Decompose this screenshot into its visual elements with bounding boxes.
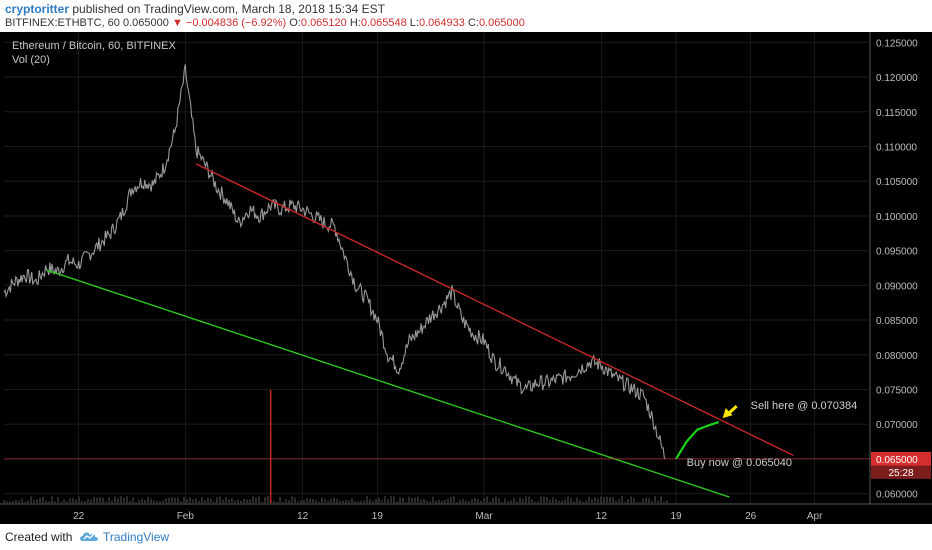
axes: 0.060000 0.065000 0.070000 0.075000 0.080000… (0, 32, 932, 522)
volume-indicator-label: Vol (20) (12, 54, 50, 66)
low-value: 0.064933 (418, 17, 465, 29)
tradingview-brand[interactable]: TradingView (103, 530, 170, 544)
countdown-label: 25:28 (888, 468, 913, 479)
y-tick-label: 0.070000 (876, 420, 918, 431)
low-label: L: (409, 17, 419, 29)
grid (4, 32, 868, 504)
countdown-badge (871, 465, 931, 479)
arrow-head-icon (722, 408, 733, 419)
price-series (3, 64, 666, 460)
x-tick-label: 12 (297, 511, 309, 522)
footer: Created with TradingView (0, 524, 932, 550)
publish-info: cryptoritter published on TradingView.co… (5, 2, 385, 16)
y-tick-label: 0.095000 (876, 247, 918, 258)
y-tick-label: 0.120000 (876, 73, 918, 84)
close-label: C: (467, 17, 479, 29)
last-price-value: 0.065000 (122, 17, 169, 29)
symbol-label: BITFINEX:ETHBTC, 60 (5, 17, 120, 29)
trend-lines (4, 163, 870, 498)
chart-title: Ethereum / Bitcoin, 60, BITFINEX (12, 40, 177, 52)
buy-annotation: Buy now @ 0.065040 (687, 457, 792, 469)
y-tick-label: 0.060000 (876, 490, 918, 501)
y-tick-label: 0.085000 (876, 316, 918, 327)
projection-curve (675, 421, 720, 460)
created-with-text: Created with (5, 530, 73, 544)
x-tick-label: Mar (475, 511, 493, 522)
high-label: H: (349, 17, 361, 29)
x-tick-label: Apr (807, 511, 823, 522)
open-label: O: (289, 17, 301, 29)
x-tick-label: 19 (670, 511, 682, 522)
y-tick-label: 0.115000 (876, 108, 917, 119)
resistance-trendline (195, 163, 794, 457)
y-tick-label: 0.080000 (876, 351, 918, 362)
x-tick-label: 12 (596, 511, 608, 522)
quote-line: BITFINEX:ETHBTC, 60 0.065000 ▼ −0.004836… (5, 17, 525, 29)
last-price-badge (871, 451, 931, 466)
open-value: 0.065120 (300, 17, 347, 29)
y-tick-label: 0.090000 (876, 281, 918, 292)
x-tick-label: Feb (177, 511, 195, 522)
y-tick-label: 0.110000 (876, 143, 917, 154)
high-value: 0.065548 (360, 17, 407, 29)
y-tick-label: 0.105000 (876, 177, 918, 188)
publish-text: published on TradingView.com, March 18, … (72, 2, 385, 16)
annotations: Sell here @ 0.070384 Buy now @ 0.065040 (687, 400, 858, 469)
chart-background (0, 32, 932, 524)
chart-area[interactable]: Sell here @ 0.070384 Buy now @ 0.065040 0… (0, 32, 932, 524)
sell-annotation: Sell here @ 0.070384 (751, 400, 858, 412)
author-link[interactable]: cryptoritter (5, 2, 70, 16)
y-tick-label: 0.100000 (876, 212, 918, 223)
x-tick-label: 22 (73, 511, 85, 522)
change-value: −0.004836 (−6.92%) (185, 17, 287, 29)
y-tick-label: 0.125000 (876, 38, 918, 49)
tradingview-cloud-icon (80, 532, 98, 541)
x-tick-label: 26 (745, 511, 757, 522)
price-chart[interactable]: Sell here @ 0.070384 Buy now @ 0.065040 0… (0, 32, 932, 524)
volume-bars (3, 390, 668, 503)
chart-header: cryptoritter published on TradingView.co… (0, 0, 932, 32)
change-down-icon: ▼ (171, 17, 183, 29)
close-value: 0.065000 (478, 17, 525, 29)
last-price-label: 0.065000 (876, 455, 918, 466)
x-tick-label: 19 (372, 511, 384, 522)
price-line (3, 64, 666, 460)
y-tick-label: 0.075000 (876, 385, 918, 396)
